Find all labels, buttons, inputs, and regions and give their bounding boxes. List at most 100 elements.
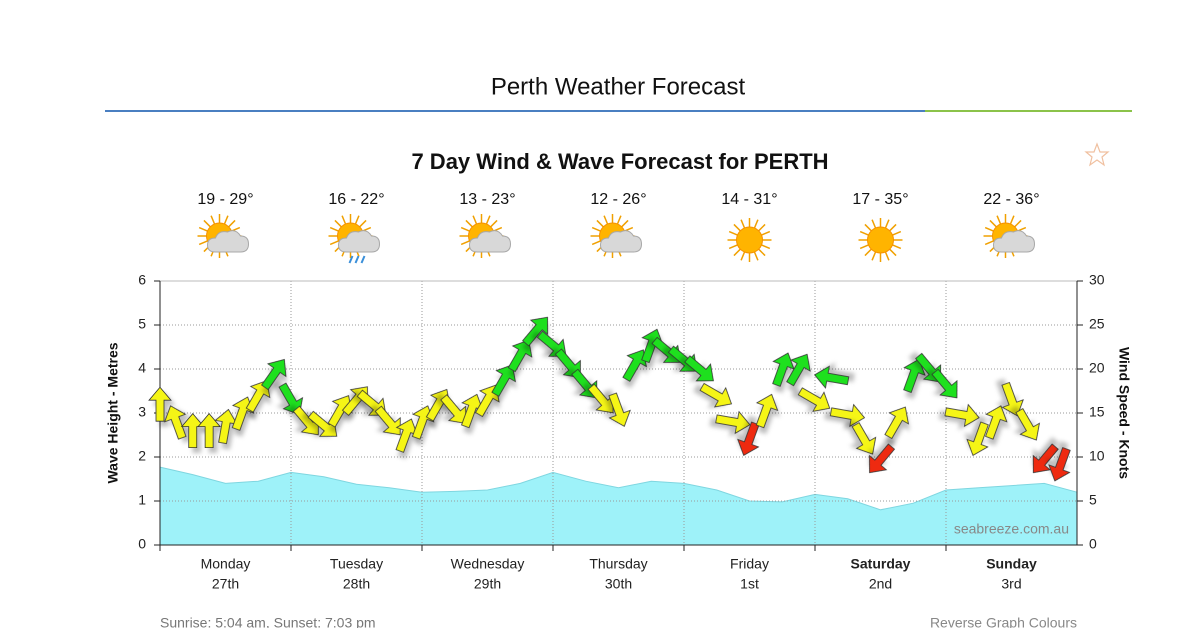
y-tick-label: 0 — [138, 536, 146, 552]
sun-ray — [871, 251, 877, 261]
wind-arrow — [985, 405, 1008, 440]
wind-arrow — [608, 392, 631, 427]
sun-ray — [472, 215, 478, 225]
weather-icon — [983, 214, 1036, 258]
watermark: seabreeze.com.au — [954, 521, 1069, 537]
sun-ray — [460, 226, 470, 232]
sun-ray — [591, 226, 601, 232]
sun-ray — [621, 219, 629, 228]
cloud — [468, 230, 512, 253]
cloud — [206, 230, 250, 253]
wind-arrow — [944, 403, 980, 428]
sun-ray — [728, 244, 738, 250]
wind-arrow — [786, 353, 811, 387]
wind-arrow — [755, 393, 779, 429]
sun-ray — [761, 230, 771, 236]
y2-tick-label: 25 — [1089, 316, 1105, 332]
sun-ray — [490, 219, 498, 228]
wind-arrow — [884, 406, 909, 440]
day-name: Wednesday — [451, 556, 525, 572]
wind-arrow — [1001, 381, 1024, 417]
wind-arrow — [966, 421, 989, 456]
weather-icon — [197, 214, 250, 258]
sun-ray — [460, 240, 470, 246]
wave-area — [160, 467, 1077, 545]
sun-ray — [871, 219, 877, 229]
day-date: 1st — [740, 576, 759, 592]
sun-ray — [329, 240, 339, 246]
day-date: 29th — [474, 576, 501, 592]
wind-arrow — [197, 412, 221, 449]
y-tick-label: 6 — [138, 272, 146, 288]
sun-ray — [1009, 215, 1015, 225]
wind-arrow — [278, 382, 304, 416]
wind-arrow — [261, 358, 287, 391]
wind-arrow — [522, 316, 549, 347]
weather-icon — [727, 218, 772, 262]
y2-tick-label: 20 — [1089, 360, 1105, 376]
sun-ray — [334, 219, 342, 228]
weather-icon — [858, 218, 903, 262]
day-name: Saturday — [851, 556, 911, 572]
wind-arrow — [814, 365, 850, 389]
sun-ray — [753, 251, 759, 261]
sun-ray — [892, 230, 902, 236]
wind-arrow — [829, 403, 866, 428]
wind-arrow — [903, 358, 926, 394]
sun-ray — [198, 240, 208, 246]
sun-ray — [210, 215, 216, 225]
weather-icon — [590, 214, 643, 258]
day-date: 27th — [212, 576, 239, 592]
weather-icon — [459, 214, 512, 258]
reverse-colours-link[interactable]: Reverse Graph Colours — [930, 615, 1077, 631]
day-temps: 12 - 26° — [590, 191, 646, 208]
day-temps: 16 - 22° — [328, 191, 384, 208]
sun-ray — [728, 230, 738, 236]
wind-arrow — [507, 339, 533, 373]
day-temps: 22 - 36° — [983, 191, 1039, 208]
rain-drop — [348, 255, 354, 264]
sun-ray — [864, 223, 872, 232]
day-name: Tuesday — [330, 556, 383, 572]
y-tick-label: 5 — [138, 316, 146, 332]
rain-drop — [360, 255, 366, 264]
sun-ray — [329, 226, 339, 232]
sun-ray — [485, 215, 491, 225]
y-axis-label: Wave Height - Metres — [105, 342, 121, 483]
wind-arrow — [491, 364, 516, 397]
sun-ray — [892, 244, 902, 250]
sun-ray — [984, 226, 994, 232]
wind-arrow — [684, 355, 714, 382]
wind-arrow — [869, 443, 896, 474]
sun-ray — [996, 215, 1002, 225]
y2-tick-label: 0 — [1089, 536, 1097, 552]
chart-title: 7 Day Wind & Wave Forecast for PERTH — [411, 149, 828, 174]
sun-ray — [859, 244, 869, 250]
day-name: Sunday — [986, 556, 1037, 572]
weather-icon — [328, 214, 381, 264]
sun-times: Sunrise: 5:04 am, Sunset: 7:03 pm — [160, 615, 376, 628]
day-date: 28th — [343, 576, 370, 592]
day-temps: 14 - 31° — [721, 191, 777, 208]
y2-tick-label: 30 — [1089, 272, 1105, 288]
sun-ray — [889, 248, 897, 257]
wind-arrow — [1048, 447, 1071, 482]
favourite-star[interactable] — [1084, 142, 1110, 167]
wind-arrow — [163, 405, 187, 440]
sun-ray — [984, 240, 994, 246]
sun-ray — [761, 244, 771, 250]
day-date: 3rd — [1001, 576, 1021, 592]
day-name: Monday — [201, 556, 251, 572]
wind-arrow — [931, 368, 958, 399]
sun-ray — [733, 248, 741, 257]
sun-ray — [223, 215, 229, 225]
wind-arrow — [148, 386, 172, 422]
y2-axis-label: Wind Speed - Knots — [1116, 347, 1132, 479]
cloud — [992, 230, 1036, 253]
sun-ray — [198, 226, 208, 232]
sun-ray — [758, 248, 766, 257]
sun-ray — [989, 219, 997, 228]
day-temps: 17 - 35° — [852, 191, 908, 208]
